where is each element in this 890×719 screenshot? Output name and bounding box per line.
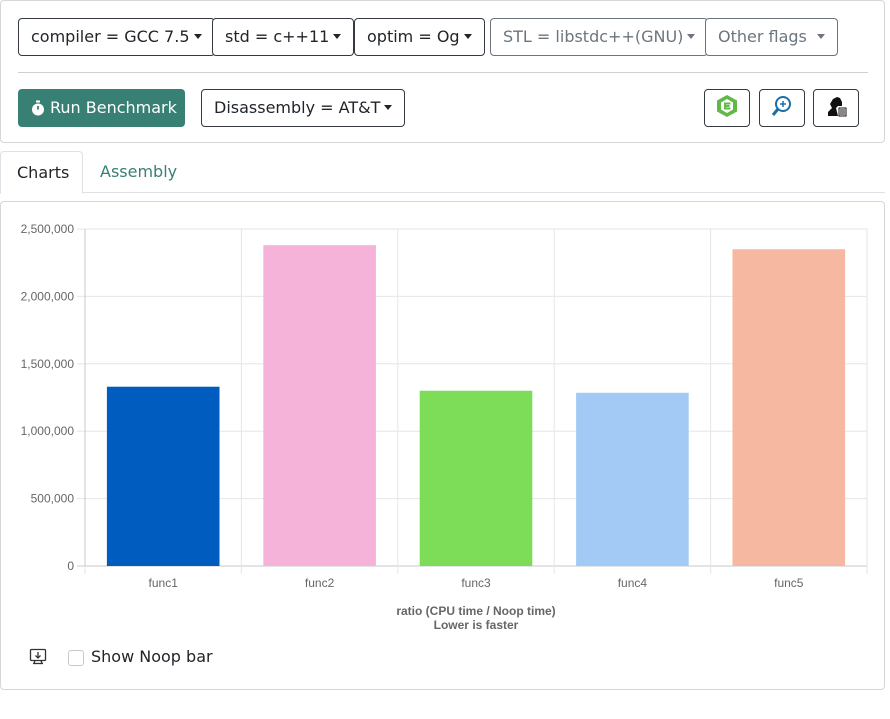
toolbar-divider [18,72,868,73]
chart-panel: 0 500,000 1,000,000 1,500,000 2,000,000 2,500… [0,201,885,690]
y-tick-label: 500,000 [31,492,75,506]
other-flags-label: Other flags [718,27,807,46]
chevron-down-icon [816,34,825,39]
chess-knight-icon [824,94,848,122]
optim-dropdown[interactable]: optim = Og [354,18,485,56]
x-axis-subtitle: Lower is faster [434,618,519,632]
zoom-in-icon [770,94,794,122]
bar-func5 [732,249,846,566]
disassembly-dropdown[interactable]: Disassembly = AT&T [201,89,406,127]
y-tick-label: 2,500,000 [21,222,75,236]
y-tick-label: 1,500,000 [21,357,75,371]
result-tabs: Charts Assembly [0,151,885,194]
chevron-down-icon [384,105,393,110]
other-flags-dropdown[interactable]: Other flags [705,18,838,56]
show-noop-checkbox[interactable] [68,650,84,666]
x-tick-label: func3 [461,576,491,590]
chevron-down-icon [193,34,202,39]
quick-cpp-button[interactable] [704,89,750,127]
x-tick-label: func2 [305,576,335,590]
compiler-dropdown[interactable]: compiler = GCC 7.5 [18,18,215,56]
stl-dropdown[interactable]: STL = libstdc++(GNU) [490,18,709,56]
y-tick-label: 1,000,000 [21,424,75,438]
std-dropdown-label: std = c++11 [225,27,330,46]
build-bench-button[interactable] [813,89,859,127]
bar-func2 [263,245,376,566]
x-tick-label: func4 [618,576,648,590]
run-benchmark-label: Run Benchmark [50,98,177,117]
bar-func3 [419,390,533,566]
quick-c++-icon [715,94,739,122]
bar-chart: 0 500,000 1,000,000 1,500,000 2,000,000 2,500… [21,222,868,632]
run-benchmark-button[interactable]: Run Benchmark [18,89,185,127]
x-tick-label: func5 [774,576,804,590]
tab-charts[interactable]: Charts [0,151,83,194]
tab-assembly[interactable]: Assembly [100,162,178,181]
disassembly-dropdown-label: Disassembly = AT&T [214,98,381,117]
y-tick-label: 0 [67,559,74,573]
x-axis-title: ratio (CPU time / Noop time) [396,604,555,618]
bar-func1 [106,386,220,566]
chevron-down-icon [333,34,342,39]
compiler-explorer-button[interactable] [759,89,805,127]
chevron-down-icon [687,34,696,39]
chevron-down-icon [463,34,472,39]
y-tick-label: 2,000,000 [21,289,75,303]
std-dropdown[interactable]: std = c++11 [212,18,355,56]
optim-dropdown-label: optim = Og [367,27,460,46]
download-chart-icon[interactable] [29,648,47,670]
stl-dropdown-label: STL = libstdc++(GNU) [503,27,684,46]
x-tick-label: func1 [149,576,179,590]
benchmark-toolbar: compiler = GCC 7.5 std = c++11 optim = O… [0,0,885,143]
compiler-dropdown-label: compiler = GCC 7.5 [31,27,190,46]
bar-func4 [576,392,689,566]
show-noop-label: Show Noop bar [91,647,213,666]
stopwatch-icon [30,92,46,130]
